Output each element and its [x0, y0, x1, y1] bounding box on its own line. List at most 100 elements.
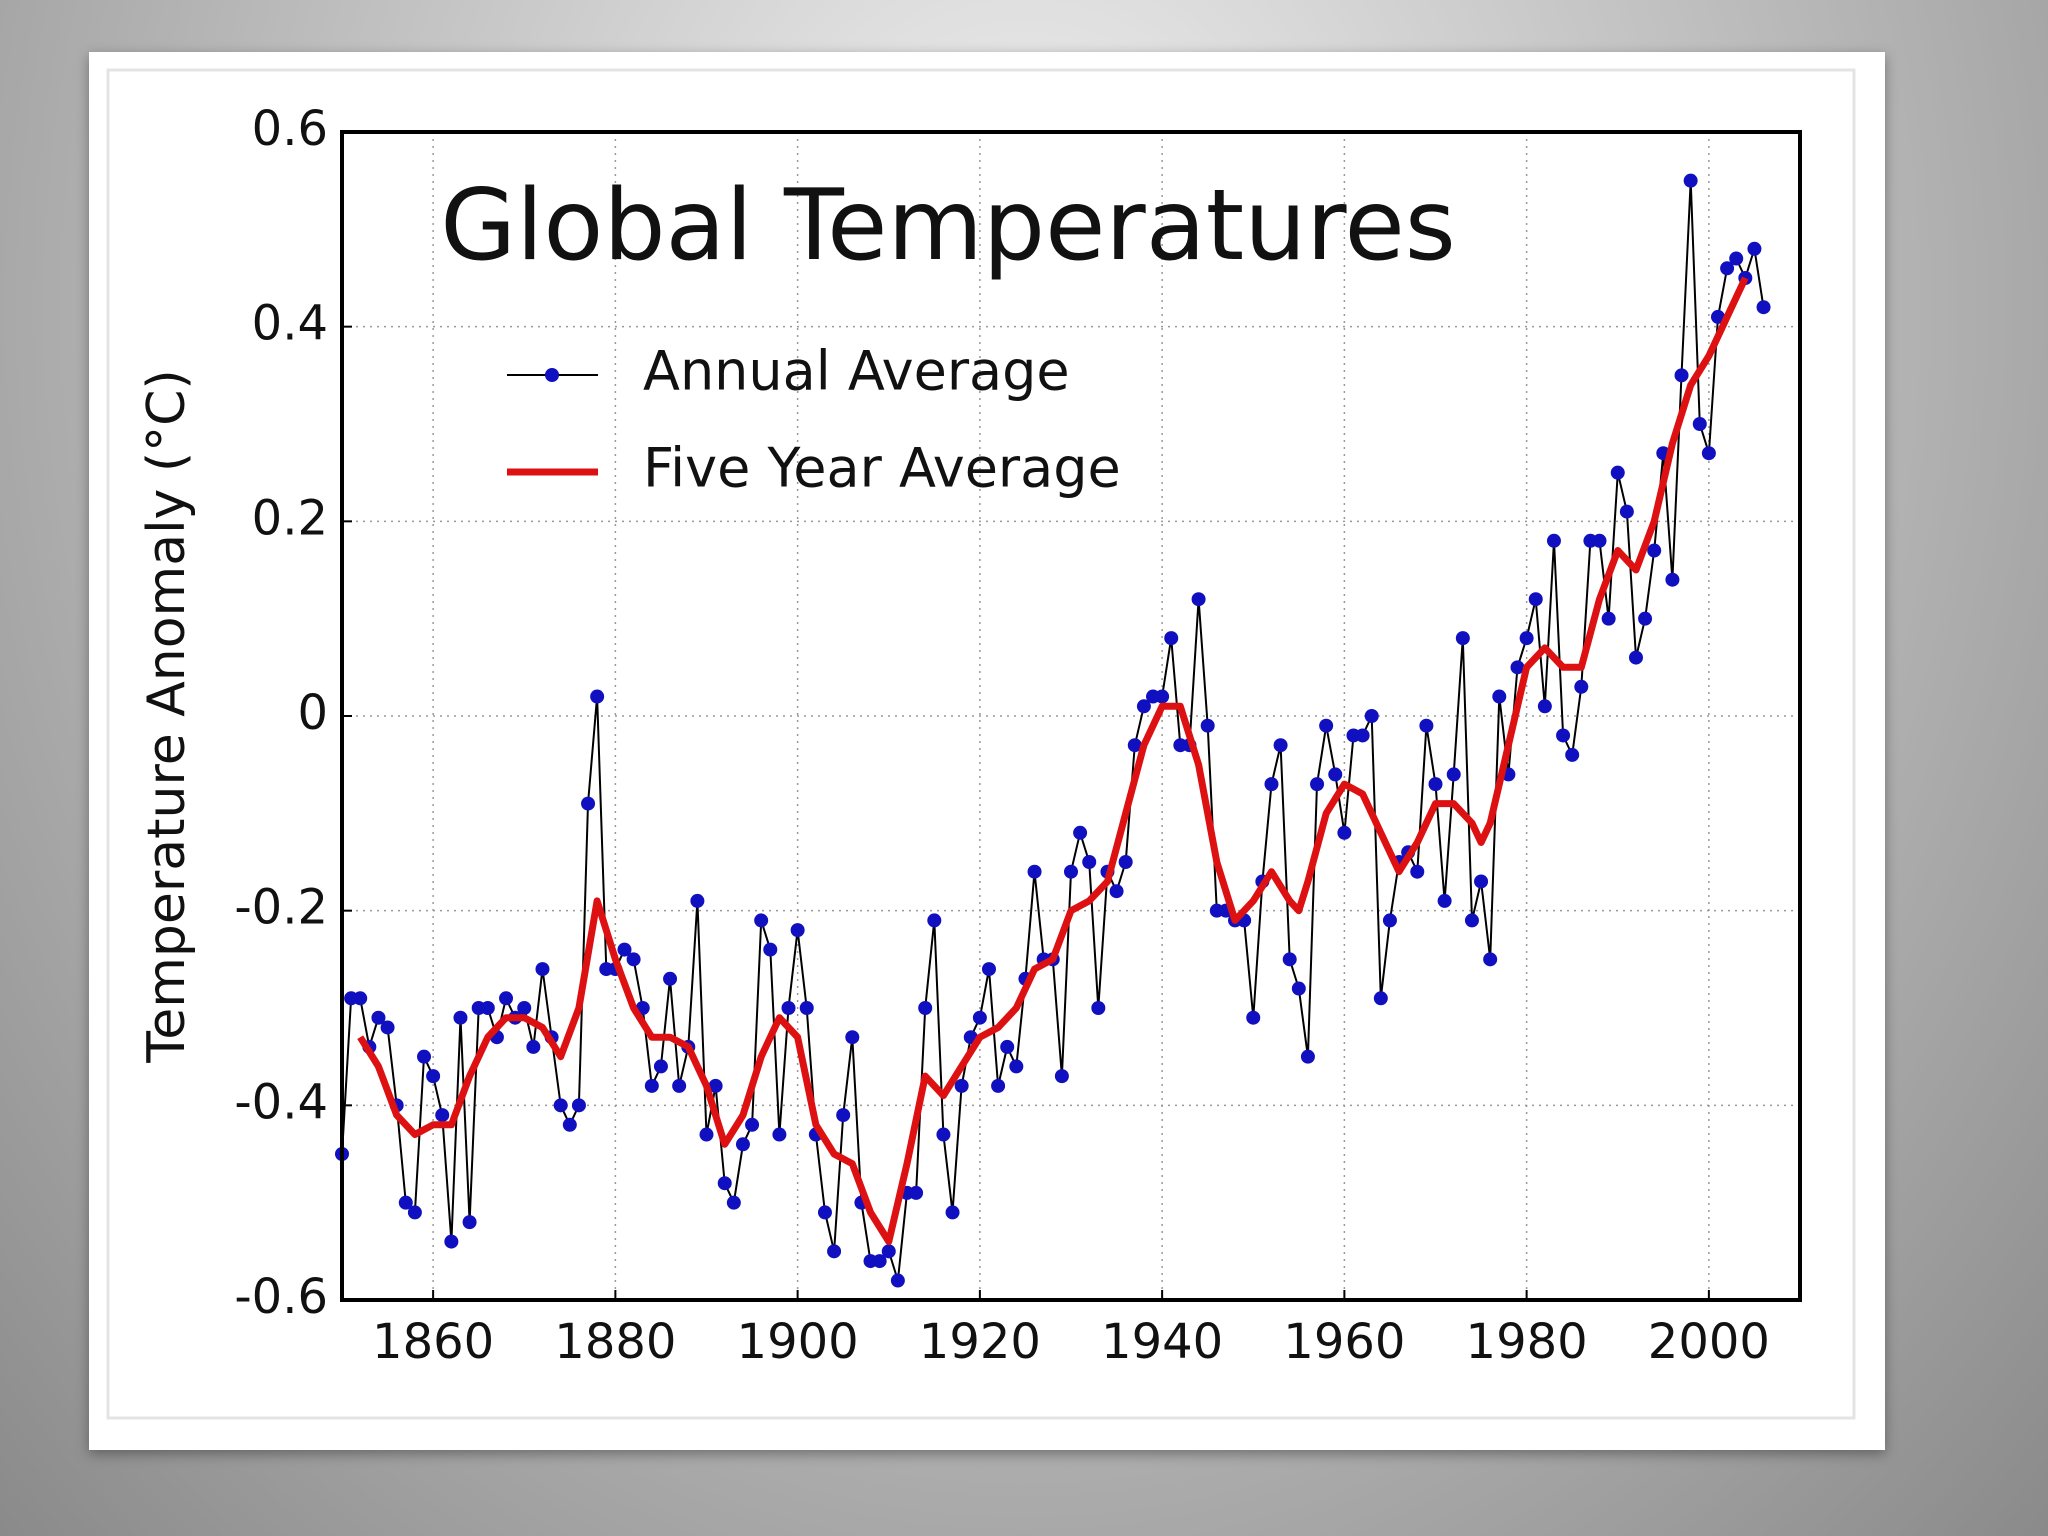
data-point [708, 1078, 723, 1093]
data-point [1282, 952, 1297, 967]
data-point [1474, 874, 1489, 889]
data-point [1073, 825, 1088, 840]
data-point [1419, 718, 1434, 733]
data-point [1729, 251, 1744, 266]
data-point [1364, 709, 1379, 723]
data-point [1546, 533, 1561, 548]
data-point [872, 1254, 887, 1269]
y-tick-label: -0.6 [234, 1269, 328, 1325]
data-point [799, 1001, 814, 1015]
data-point [1528, 592, 1543, 607]
data-point [1310, 777, 1325, 792]
data-point [1601, 611, 1616, 626]
y-tick-label: 0.4 [252, 296, 328, 352]
data-point [426, 1069, 441, 1084]
data-point [380, 1020, 395, 1035]
data-point [1492, 689, 1507, 704]
data-point [499, 991, 514, 1006]
data-point [1082, 855, 1097, 869]
data-point [1747, 241, 1762, 256]
data-point [653, 1059, 668, 1074]
legend-marker [545, 368, 559, 382]
data-point [553, 1098, 568, 1113]
data-point [690, 893, 705, 908]
data-point [1291, 981, 1306, 996]
data-point [626, 952, 641, 967]
data-point [1273, 738, 1288, 753]
legend-label: Annual Average [643, 340, 1070, 403]
data-point [1519, 631, 1534, 646]
data-point [1592, 533, 1607, 548]
y-tick-label: 0 [297, 685, 328, 741]
data-point [371, 1010, 386, 1025]
data-point [881, 1244, 896, 1259]
data-point [991, 1078, 1006, 1093]
data-point [1720, 261, 1735, 276]
data-point [772, 1127, 787, 1142]
data-point [909, 1185, 924, 1200]
data-point [571, 1098, 586, 1113]
plot-border [340, 130, 1802, 1302]
data-point [1136, 699, 1151, 714]
data-point [699, 1127, 714, 1142]
data-point [1610, 465, 1625, 480]
data-point [1647, 543, 1662, 558]
data-point [1127, 738, 1142, 753]
data-point [927, 913, 942, 928]
data-point [1009, 1059, 1024, 1074]
data-point [781, 1001, 796, 1015]
data-point [590, 689, 605, 704]
data-point [644, 1078, 659, 1093]
data-point [1091, 1001, 1106, 1015]
data-point [790, 923, 805, 938]
data-point [398, 1195, 413, 1210]
data-point [1665, 572, 1680, 587]
data-point [890, 1273, 905, 1288]
data-point [1710, 309, 1725, 324]
data-point [1109, 884, 1124, 899]
data-point [1373, 991, 1388, 1006]
series-line [357, 276, 1749, 1246]
data-point [672, 1078, 687, 1093]
y-tick-label: -0.4 [234, 1074, 328, 1130]
y-tick-label: 0.6 [252, 101, 328, 157]
data-point [1628, 650, 1643, 665]
data-point [407, 1205, 422, 1220]
data-point [1264, 777, 1279, 792]
data-point [444, 1234, 459, 1249]
data-point [1510, 660, 1525, 675]
data-point [717, 1176, 732, 1191]
x-tick-label: 2000 [1648, 1314, 1770, 1370]
x-tick-label: 1960 [1283, 1314, 1405, 1370]
data-point [1191, 592, 1206, 607]
data-point [1574, 679, 1589, 694]
data-point [663, 971, 678, 986]
data-point [836, 1108, 851, 1123]
data-point [1200, 718, 1215, 733]
data-point [535, 962, 550, 977]
x-tick-label: 1860 [372, 1314, 494, 1370]
data-point [1556, 728, 1571, 743]
data-point [918, 1001, 933, 1015]
data-point [845, 1030, 860, 1045]
data-point [1027, 864, 1042, 879]
data-point [1674, 368, 1689, 383]
data-point [936, 1127, 951, 1142]
data-point [562, 1117, 577, 1132]
data-point [1537, 699, 1552, 714]
data-point [1455, 631, 1470, 646]
data-point [1464, 913, 1479, 928]
data-point [745, 1117, 760, 1132]
data-point [1565, 747, 1580, 762]
y-tick-label: -0.2 [234, 880, 328, 936]
data-point [1692, 417, 1707, 431]
data-point [945, 1205, 960, 1220]
data-point [1410, 864, 1425, 879]
data-point [1164, 631, 1179, 646]
data-point [435, 1108, 450, 1123]
data-point [735, 1137, 750, 1152]
data-point [1155, 689, 1170, 704]
data-point [726, 1195, 741, 1210]
data-point [1619, 504, 1634, 519]
